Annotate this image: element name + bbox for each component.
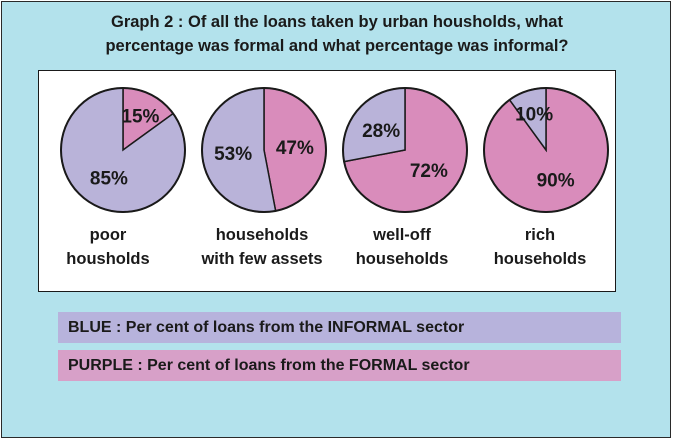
pie-caption-line-2: housholds [66, 250, 150, 268]
pie-caption-line-1: poor [89, 226, 127, 244]
pie-0: 15% 85% [60, 87, 186, 213]
chart-title: Graph 2 : Of all the loans taken by urba… [2, 10, 672, 58]
chart-title-line-1: Graph 2 : Of all the loans taken by urba… [111, 13, 563, 31]
pie-outline [60, 87, 186, 213]
pie-caption-line-2: households [355, 250, 449, 268]
pie-2: 72% 28% [342, 87, 468, 213]
pie-caption-well-off: well-off households [342, 223, 462, 271]
chart-title-line-2: percentage was formal and what percentag… [105, 37, 569, 55]
pie-outline [483, 87, 609, 213]
pie-caption-line-1: households [215, 226, 309, 244]
pie-label-formal: 72% [410, 161, 448, 182]
pie-label-informal: 28% [362, 121, 400, 142]
pie-label-informal: 10% [515, 104, 553, 125]
legend-formal: PURPLE : Per cent of loans from the FORM… [58, 350, 621, 381]
pie-1: 47% 53% [201, 87, 327, 213]
pie-caption-line-1: rich [524, 226, 556, 244]
pie-charts: 15% 85% 47% 53% 72% 28% 90% 10% [60, 87, 609, 213]
pie-label-formal: 90% [537, 170, 575, 191]
pie-caption-rich: rich households [480, 223, 600, 271]
pie-caption-few-assets: households with few assets [187, 223, 337, 271]
pie-outline [201, 87, 327, 213]
pie-caption-line-2: households [493, 250, 587, 268]
pie-label-informal: 53% [214, 144, 252, 165]
pie-3: 90% 10% [483, 87, 609, 213]
chart-frame: Graph 2 : Of all the loans taken by urba… [1, 1, 671, 438]
pie-label-informal: 85% [90, 169, 128, 190]
legend-informal: BLUE : Per cent of loans from the INFORM… [58, 312, 621, 343]
pie-outline [342, 87, 468, 213]
pie-caption-line-1: well-off [373, 226, 431, 244]
pie-label-formal: 15% [121, 107, 159, 128]
pie-caption-line-2: with few assets [201, 250, 323, 268]
pie-label-formal: 47% [276, 138, 314, 159]
pie-caption-poor: poor housholds [53, 223, 163, 271]
